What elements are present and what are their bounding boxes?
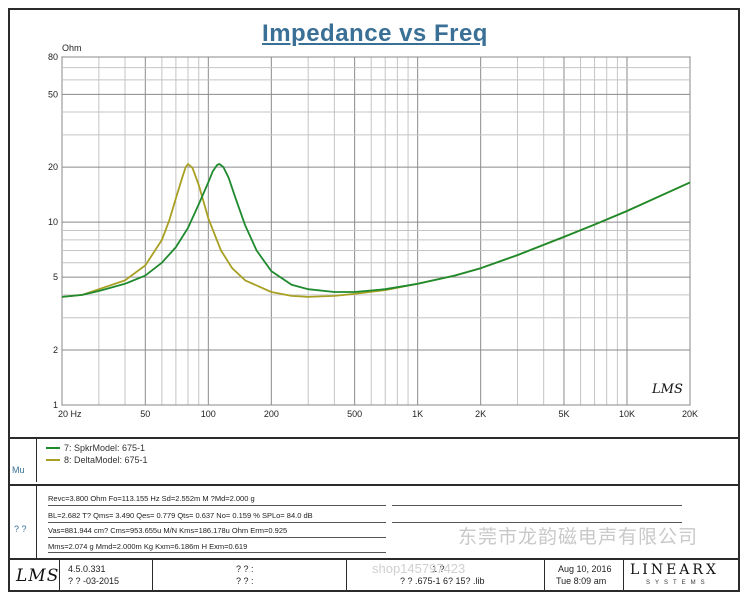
x-tick-label: 20 Hz [58,409,82,419]
param-line-3: Vas=881.944 cm? Cms=953.655u M/N Kms=186… [48,526,288,535]
legend-side-label: Mu [12,465,25,475]
y-tick-label: 50 [48,89,58,99]
axis-ticks: 20 Hz 50 100 200 500 1K 2K 5K 10K 20K 1 2 5 10 20 50 80 [48,52,698,419]
y-axis-label: Ohm [62,43,82,53]
legend-label-delta: 8: DeltaModel: 675-1 [64,455,148,465]
series-layer [61,163,691,298]
footer-file-name: ? ? .675-1 6? 15? .lib [400,576,485,586]
footer-file-cell [347,560,545,592]
x-tick-label: 500 [347,409,362,419]
param-rule [48,537,386,538]
watermark-text: 东莞市龙韵磁电声有限公司 [458,527,699,548]
linearx-sub: SYSTEMS [646,580,710,586]
footer-version-date: ? ? -03-2015 [68,576,120,586]
legend-side-panel: Mu [10,437,37,482]
footer-col3-line1: 1 ? [432,564,445,574]
footer-col2-line1: ? ? : [236,564,254,574]
x-tick-label: 1K [412,409,423,419]
param-rule [48,505,386,506]
y-tick-label: 20 [48,162,58,172]
footer-bar [10,558,740,592]
param-rule [392,522,682,523]
footer-info-cell [153,560,347,592]
footer-version: 4.5.0.331 [68,564,106,574]
linearx-logo: LINEARX [630,562,719,578]
legend-swatch-spkr [46,447,60,449]
param-rule [48,522,386,523]
y-tick-label: 10 [48,217,58,227]
x-tick-label: 200 [264,409,279,419]
x-tick-label: 50 [140,409,150,419]
legend [10,437,740,486]
y-tick-label: 5 [53,272,58,282]
param-line-2: BL=2.682 T? Qms= 3.490 Qes= 0.779 Qts= 0… [48,511,313,520]
x-tick-label: 20K [682,409,698,419]
y-tick-label: 1 [53,400,58,410]
lms-logo: LMS [16,566,60,586]
chart-frame [8,8,740,592]
footer-date-cell [545,560,624,592]
watermark-shop: shop145797423 [372,561,466,576]
x-tick-label: 10K [619,409,635,419]
grid [61,56,691,406]
x-tick-label: 100 [201,409,216,419]
param-rule [48,552,386,553]
footer-version-cell [60,560,153,592]
param-rule [392,505,682,506]
footer-col2-line2: ? ? : [236,576,254,586]
param-line-1: Revc=3.800 Ohm Fo=113.155 Hz Sd=2.552m M… [48,494,255,503]
legend-entry-delta: 8: DeltaModel: 675-1 [46,455,148,465]
y-tick-label: 2 [53,345,58,355]
params-side-panel: ? ? [10,484,37,558]
plot-lms-logo: LMS [652,382,683,397]
legend-entry-spkr: 7: SpkrModel: 675-1 [46,443,145,453]
x-tick-label: 5K [558,409,569,419]
legend-swatch-delta [46,459,60,461]
y-tick-label: 80 [48,52,58,62]
chart-title: Impedance vs Freq [262,20,488,47]
param-line-4: Mms=2.074 g Mmd=2.000m Kg Kxm=6.186m H E… [48,542,248,551]
footer-logo-cell [10,560,60,592]
series-line-7-spkrmodel-675-1 [61,163,691,298]
footer-time: Tue 8:09 am [556,576,607,586]
x-tick-label: 2K [475,409,486,419]
footer-date: Aug 10, 2016 [558,564,612,574]
legend-label-spkr: 7: SpkrModel: 675-1 [64,443,146,453]
params-side-label: ? ? [14,524,27,534]
